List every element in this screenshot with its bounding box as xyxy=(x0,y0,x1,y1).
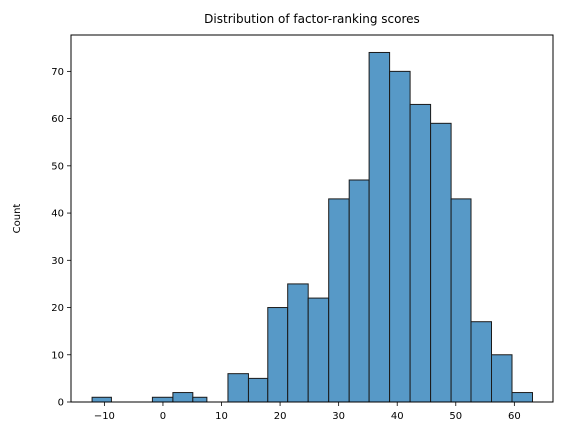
histogram-bar xyxy=(227,373,249,403)
y-tick-label: 20 xyxy=(51,303,64,314)
histogram-bar xyxy=(491,354,513,403)
histogram-bar xyxy=(450,198,472,403)
y-tick-label: 60 xyxy=(51,114,64,125)
histogram-bar xyxy=(287,283,309,403)
histogram-bar xyxy=(247,377,269,403)
histogram-bar xyxy=(328,198,350,403)
x-tick-label: 40 xyxy=(391,411,404,422)
plot-frame xyxy=(70,34,554,403)
histogram-bar xyxy=(192,396,208,403)
histogram-bar xyxy=(151,396,174,403)
bars-group xyxy=(91,51,534,403)
y-axis-label: Count xyxy=(12,204,23,234)
histogram-bar xyxy=(409,103,432,403)
y-axis: 0 10 20 30 40 50 60 70 xyxy=(51,67,71,409)
histogram-bar xyxy=(511,392,534,403)
y-tick-label: 30 xyxy=(51,256,64,267)
y-tick-label: 40 xyxy=(51,209,64,220)
histogram-bar xyxy=(470,321,493,403)
x-tick-label: −10 xyxy=(94,411,115,422)
histogram-bar xyxy=(267,307,289,403)
histogram-bar xyxy=(307,297,330,403)
x-tick-label: 50 xyxy=(449,411,462,422)
x-axis: −10 0 10 20 30 40 50 60 xyxy=(94,402,521,422)
x-tick-label: 30 xyxy=(332,411,345,422)
histogram-bar xyxy=(430,122,452,403)
x-tick-label: 0 xyxy=(160,411,166,422)
histogram-bar xyxy=(348,179,370,403)
histogram-bar xyxy=(91,396,112,403)
x-tick-label: 10 xyxy=(215,411,228,422)
y-tick-label: 10 xyxy=(51,350,64,361)
histogram-bar xyxy=(172,392,194,403)
y-tick-label: 0 xyxy=(58,398,64,409)
x-tick-label: 20 xyxy=(274,411,287,422)
y-tick-label: 70 xyxy=(51,67,64,78)
histogram-bar xyxy=(368,51,391,403)
chart-title: Distribution of factor-ranking scores xyxy=(204,12,420,26)
y-tick-label: 50 xyxy=(51,161,64,172)
x-tick-label: 60 xyxy=(508,411,521,422)
histogram-bar xyxy=(389,70,411,403)
